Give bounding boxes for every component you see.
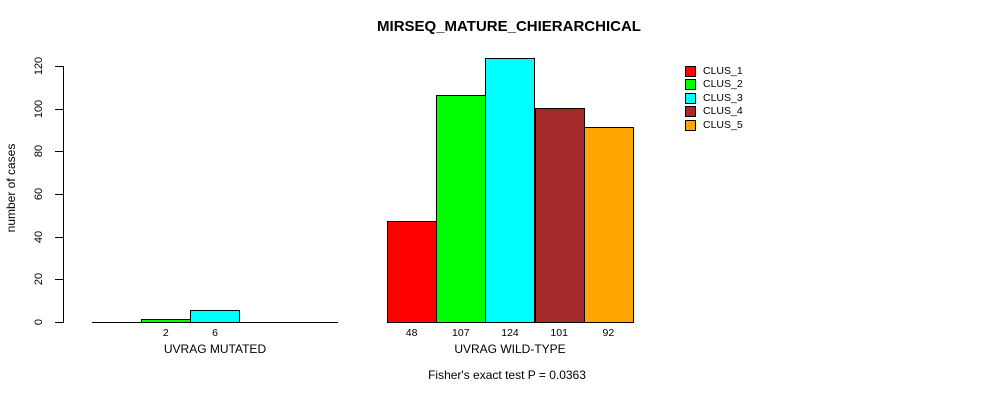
bar-value-label: 2	[162, 327, 169, 339]
y-axis-tick	[55, 108, 63, 110]
legend-item: CLUS_2	[685, 78, 743, 91]
group-label: UVRAG WILD-TYPE	[454, 342, 566, 356]
y-axis-tick	[55, 322, 63, 323]
legend-item: CLUS_3	[685, 91, 743, 104]
legend-label: CLUS_2	[703, 78, 743, 91]
y-axis-tick	[55, 236, 63, 238]
legend-label: CLUS_4	[703, 105, 743, 118]
bar-value-label: 92	[602, 327, 615, 339]
legend-swatch-clus_5	[685, 119, 696, 131]
bar-clus_3	[190, 310, 240, 323]
legend-item: CLUS_5	[685, 118, 743, 131]
y-tick-label: 60	[33, 187, 45, 201]
legend-swatch-clus_3	[685, 92, 696, 104]
bar-value-label: 6	[212, 327, 218, 339]
bar-clus_4	[535, 108, 585, 323]
y-tick-label: 80	[33, 145, 45, 158]
legend-item: CLUS_1	[685, 66, 743, 77]
stat-annotation: Fisher's exact test P = 0.0363	[428, 368, 586, 382]
y-axis-label: number of cases	[4, 143, 18, 233]
y-axis-line	[63, 66, 64, 323]
y-tick-label: 0	[33, 318, 45, 326]
bar-value-label: 124	[501, 327, 519, 339]
bar-clus_1	[387, 221, 437, 323]
bar-clus_3	[485, 58, 535, 323]
bar-clus_2	[436, 95, 486, 323]
bar-value-label: 101	[550, 327, 568, 339]
legend-label: CLUS_1	[703, 65, 743, 77]
y-tick-label: 40	[33, 230, 45, 243]
bar-clus_2	[141, 319, 191, 323]
y-axis-tick	[55, 66, 63, 67]
chart-title: MIRSEQ_MATURE_CHIERARCHICAL	[377, 18, 641, 35]
legend-swatch-clus_4	[685, 106, 696, 118]
y-axis-tick	[55, 194, 63, 195]
y-tick-label: 120	[33, 56, 45, 76]
bar-value-label: 107	[452, 327, 470, 339]
bar-clus_5	[584, 127, 634, 323]
legend-item: CLUS_4	[685, 105, 743, 118]
group-label: UVRAG MUTATED	[163, 342, 267, 356]
y-tick-label: 100	[33, 99, 45, 118]
y-axis-tick	[55, 151, 63, 153]
legend-label: CLUS_3	[703, 91, 743, 104]
bar-value-label: 48	[405, 327, 418, 339]
y-tick-label: 20	[33, 273, 45, 286]
legend-swatch-clus_2	[685, 79, 696, 91]
y-axis-tick	[55, 279, 63, 281]
legend-label: CLUS_5	[703, 118, 743, 131]
legend-swatch-clus_1	[685, 66, 696, 77]
